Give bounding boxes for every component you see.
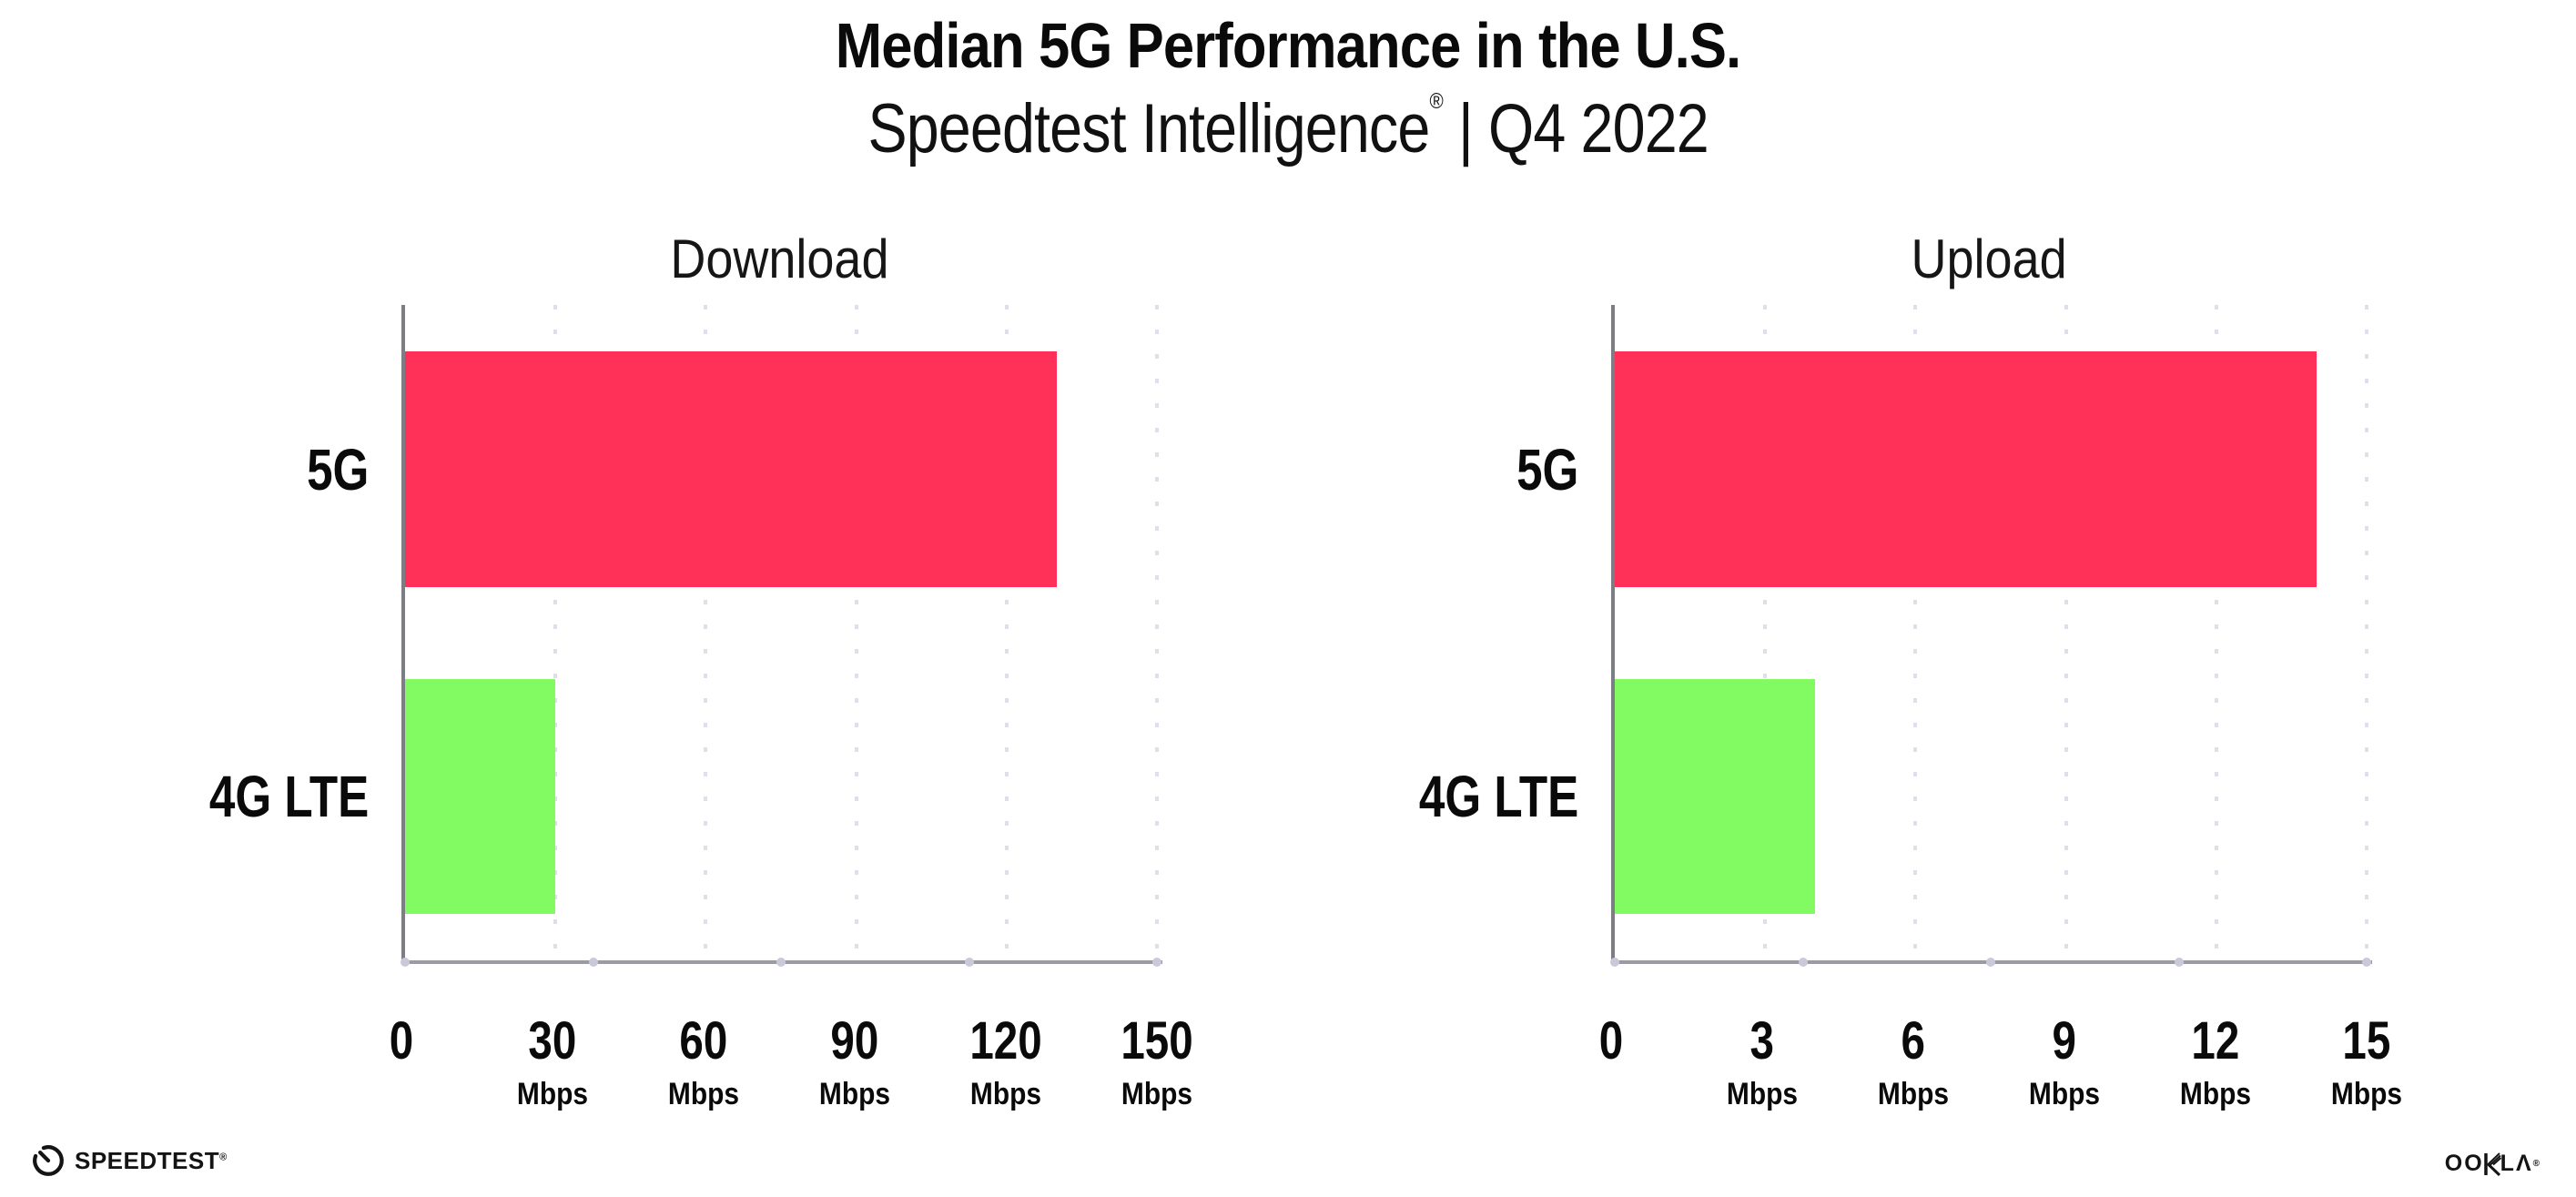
gridline xyxy=(553,305,558,960)
tick-150: 150 Mbps xyxy=(1113,1011,1202,1111)
tick-number: 0 xyxy=(1598,1011,1624,1070)
bar-5g xyxy=(1615,351,2317,587)
speedtest-logo: SPEEDTEST® xyxy=(31,1142,228,1179)
speedtest-gauge-icon xyxy=(33,1145,64,1176)
registered-mark: ® xyxy=(219,1151,228,1162)
axis-dot xyxy=(588,958,598,967)
x-axis-ticks: 0 3 Mbps 6 Mbps 9 Mbps 12 Mbps 15 Mbps xyxy=(1599,1011,2402,1147)
gridline xyxy=(704,305,708,960)
speedtest-wordmark: SPEEDTEST® xyxy=(75,1146,228,1174)
category-label-4g-lte: 4G LTE xyxy=(208,764,369,829)
tick-number: 30 xyxy=(528,1011,577,1070)
gridline xyxy=(2365,305,2368,960)
category-label-5g: 5G xyxy=(306,436,369,502)
plot-area xyxy=(1610,305,2372,967)
tick-30: 30 Mbps xyxy=(512,1011,593,1111)
tick-0: 0 xyxy=(1597,1015,1626,1110)
ookla-wordmark: OO xyxy=(2444,1151,2484,1176)
tick-number: 0 xyxy=(389,1011,414,1070)
axis-dot xyxy=(1610,958,1619,967)
tick-3: 3 Mbps xyxy=(1722,1011,1803,1111)
tick-0: 0 xyxy=(387,1015,416,1110)
tick-unit: Mbps xyxy=(667,1077,740,1111)
bar-4g-lte xyxy=(405,679,556,914)
chart-upload: Upload 5G 4G LTE 0 3 Mbps 6 Mbps xyxy=(1242,228,2402,1147)
registered-mark: ® xyxy=(1429,88,1443,114)
tick-number: 3 xyxy=(1749,1011,1775,1070)
tick-number: 150 xyxy=(1121,1011,1193,1070)
axis-dot xyxy=(401,958,410,967)
category-label-4g-lte: 4G LTE xyxy=(1418,764,1578,829)
tick-unit: Mbps xyxy=(1877,1077,1950,1111)
ookla-logo: OO LΛ ® xyxy=(2445,1151,2541,1177)
chart-title: Upload xyxy=(1911,228,2067,289)
gridline xyxy=(1913,305,1918,960)
tick-unit: Mbps xyxy=(2330,1077,2403,1111)
tick-number: 15 xyxy=(2342,1011,2391,1070)
page-title: Median 5G Performance in the U.S. xyxy=(0,9,2576,82)
bar-4g-lte xyxy=(1615,679,1816,914)
axis-dot xyxy=(1986,958,1995,967)
tick-90: 90 Mbps xyxy=(815,1011,896,1111)
bar-5g xyxy=(405,351,1057,587)
subtitle-period: | Q4 2022 xyxy=(1442,90,1709,167)
gridline xyxy=(2214,305,2218,960)
category-label-5g: 5G xyxy=(1516,436,1578,502)
tick-number: 9 xyxy=(2052,1011,2077,1070)
tick-number: 120 xyxy=(969,1011,1042,1070)
tick-6: 6 Mbps xyxy=(1873,1011,1954,1111)
axis-dot xyxy=(776,958,786,967)
tick-unit: Mbps xyxy=(1726,1077,1799,1111)
chart-download: Download 5G 4G LTE 0 30 Mbps 60 Mbps xyxy=(33,228,1193,1147)
tick-number: 90 xyxy=(830,1011,879,1070)
page-title-text: Median 5G Performance in the U.S. xyxy=(835,10,1741,81)
x-axis-ticks: 0 30 Mbps 60 Mbps 90 Mbps 120 Mbps 150 M… xyxy=(390,1011,1193,1147)
ookla-k-icon xyxy=(2483,1151,2501,1176)
tick-number: 6 xyxy=(1901,1011,1926,1070)
tick-unit: Mbps xyxy=(969,1077,1042,1111)
tick-unit: Mbps xyxy=(1121,1077,1193,1111)
tick-60: 60 Mbps xyxy=(664,1011,745,1111)
tick-120: 120 Mbps xyxy=(962,1011,1050,1111)
plot-area xyxy=(401,305,1162,967)
gridline xyxy=(1004,305,1009,960)
tick-unit: Mbps xyxy=(516,1077,589,1111)
page-subtitle: Speedtest Intelligence® | Q4 2022 xyxy=(0,89,2576,168)
axis-dot xyxy=(2174,958,2184,967)
tick-number: 12 xyxy=(2191,1011,2240,1070)
tick-15: 15 Mbps xyxy=(2327,1011,2408,1111)
ookla-wordmark: LΛ xyxy=(2500,1151,2533,1176)
axis-dot xyxy=(964,958,974,967)
tick-9: 9 Mbps xyxy=(2024,1011,2105,1111)
gridline xyxy=(1763,305,1768,960)
axis-dot xyxy=(1152,958,1161,967)
tick-number: 60 xyxy=(679,1011,728,1070)
gridline xyxy=(854,305,858,960)
tick-unit: Mbps xyxy=(818,1077,891,1111)
gridline xyxy=(2064,305,2068,960)
tick-unit: Mbps xyxy=(2179,1077,2252,1111)
registered-mark: ® xyxy=(2532,1159,2541,1169)
axis-dot xyxy=(1798,958,1808,967)
tick-unit: Mbps xyxy=(2028,1077,2101,1111)
gridline xyxy=(1155,305,1159,960)
axis-dot xyxy=(2362,958,2371,967)
chart-title: Download xyxy=(669,228,889,289)
tick-12: 12 Mbps xyxy=(2175,1011,2257,1111)
subtitle-brand: Speedtest Intelligence xyxy=(867,90,1430,167)
